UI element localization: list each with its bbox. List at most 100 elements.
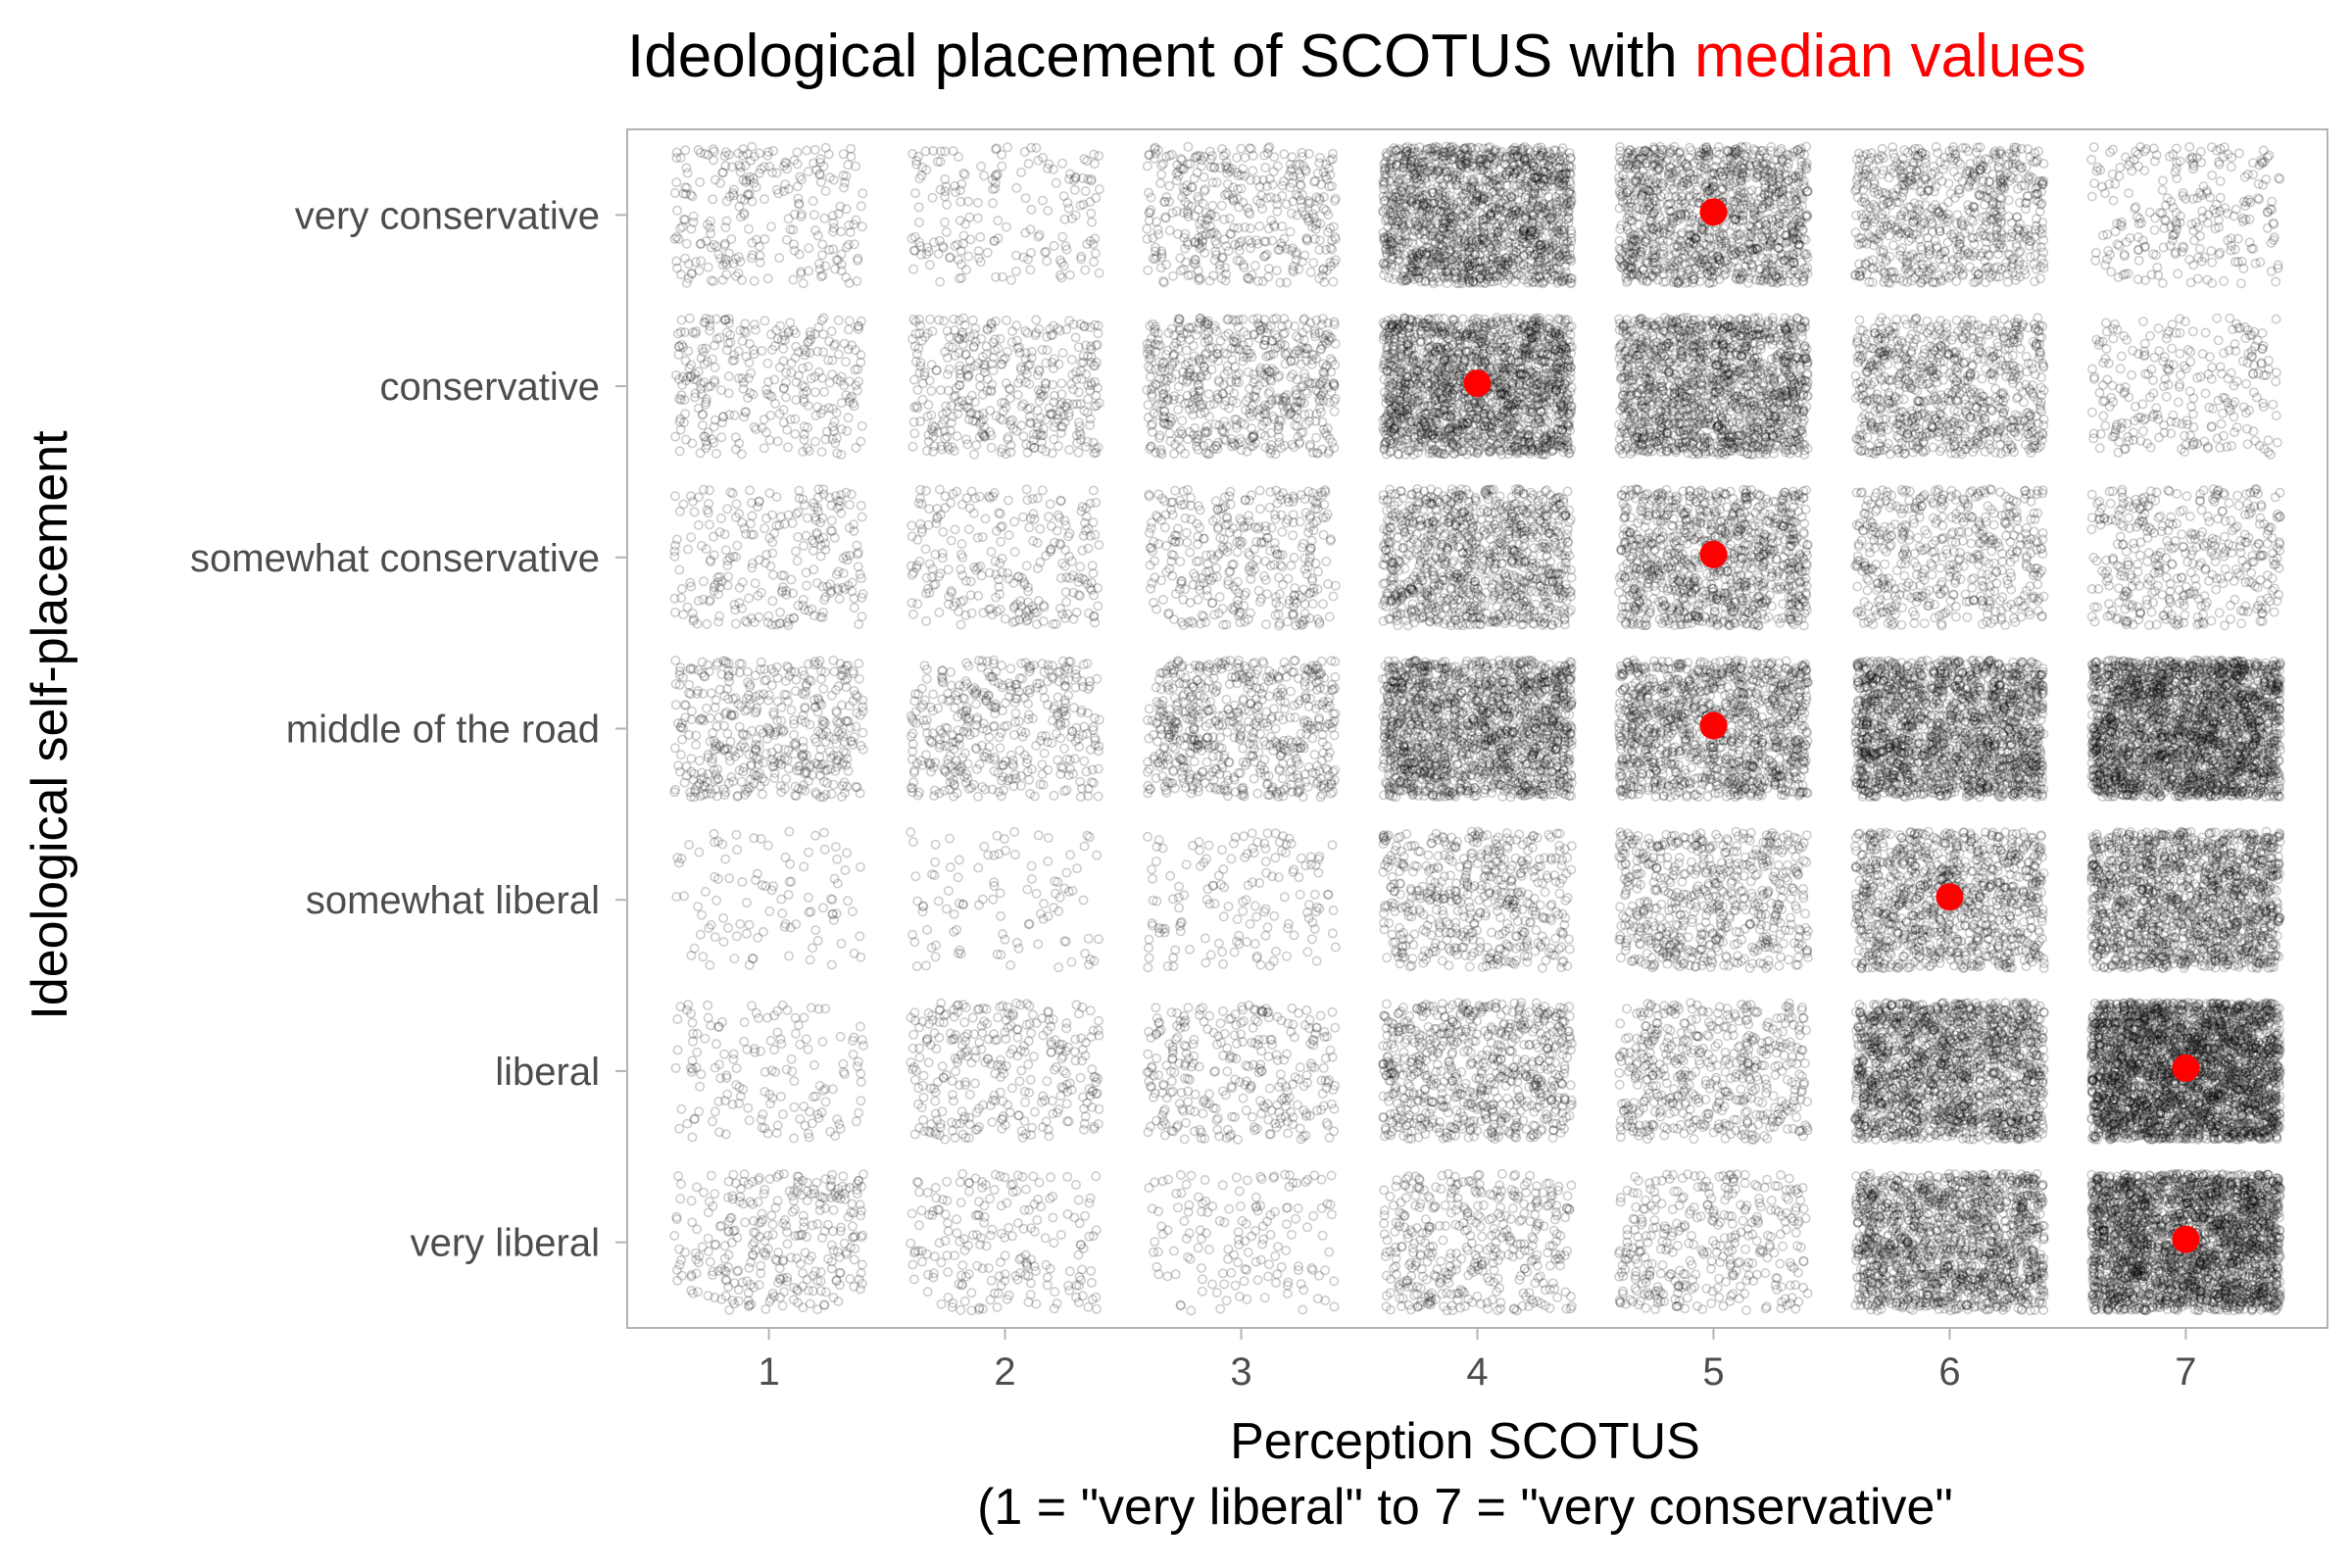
data-point bbox=[729, 1298, 740, 1309]
data-point bbox=[1706, 1298, 1717, 1309]
data-point bbox=[753, 1197, 763, 1207]
data-point bbox=[771, 1255, 782, 1266]
data-point bbox=[989, 1288, 1000, 1298]
data-point bbox=[1263, 1271, 1274, 1282]
data-point bbox=[1078, 1243, 1089, 1253]
data-point bbox=[797, 1229, 808, 1240]
data-point bbox=[1776, 1170, 1787, 1181]
data-point bbox=[748, 1199, 759, 1209]
data-point bbox=[1223, 1253, 1234, 1264]
data-point bbox=[795, 1258, 806, 1269]
data-point bbox=[928, 1272, 939, 1283]
data-point bbox=[1193, 1243, 1203, 1253]
data-point bbox=[691, 1182, 702, 1193]
data-point bbox=[858, 1230, 868, 1241]
data-point bbox=[725, 1213, 736, 1224]
data-point bbox=[1496, 1168, 1507, 1179]
data-point bbox=[1020, 1269, 1031, 1280]
data-point bbox=[1085, 1193, 1096, 1203]
data-point bbox=[856, 1205, 866, 1216]
data-point bbox=[1271, 1277, 1282, 1288]
data-point bbox=[846, 1207, 857, 1218]
data-point bbox=[1657, 1259, 1668, 1270]
data-point bbox=[850, 1244, 860, 1254]
data-point bbox=[954, 1279, 964, 1290]
data-point bbox=[1023, 1271, 1034, 1282]
data-point bbox=[716, 1294, 727, 1304]
data-point bbox=[782, 1227, 793, 1238]
data-point bbox=[710, 1293, 720, 1303]
data-point bbox=[856, 1268, 866, 1279]
data-point bbox=[1018, 1223, 1029, 1234]
data-point bbox=[758, 1214, 768, 1225]
data-point bbox=[952, 1214, 962, 1225]
data-point bbox=[797, 1190, 808, 1200]
data-point bbox=[1028, 1171, 1039, 1182]
data-point bbox=[710, 1189, 720, 1200]
data-point bbox=[686, 1269, 697, 1280]
data-point bbox=[1168, 1246, 1179, 1256]
data-point bbox=[1073, 1298, 1084, 1308]
data-point bbox=[753, 1175, 763, 1186]
data-point bbox=[708, 1200, 718, 1211]
chart-title-highlight: median values bbox=[1694, 23, 2086, 90]
data-point bbox=[792, 1177, 803, 1188]
data-point bbox=[856, 1232, 866, 1243]
data-point bbox=[1077, 1264, 1088, 1275]
data-point bbox=[1234, 1186, 1245, 1197]
data-point bbox=[909, 1248, 920, 1258]
point-cluster bbox=[1850, 1168, 2049, 1316]
data-point bbox=[1308, 1210, 1319, 1221]
data-point bbox=[1062, 1208, 1073, 1219]
data-point bbox=[857, 1181, 867, 1192]
data-point bbox=[940, 1209, 951, 1220]
data-point bbox=[688, 1288, 699, 1298]
data-point bbox=[1042, 1272, 1053, 1283]
data-point bbox=[723, 1262, 734, 1273]
data-point bbox=[676, 1254, 687, 1265]
data-point bbox=[825, 1182, 836, 1193]
data-point bbox=[853, 1176, 863, 1187]
data-point bbox=[718, 1265, 729, 1276]
data-point bbox=[819, 1299, 830, 1310]
data-point bbox=[1157, 1176, 1168, 1187]
data-point bbox=[723, 1282, 734, 1293]
data-point bbox=[708, 1266, 718, 1277]
data-point bbox=[1022, 1261, 1033, 1272]
data-point bbox=[848, 1232, 858, 1243]
point-cluster bbox=[1614, 1169, 1813, 1316]
data-point bbox=[1762, 1174, 1773, 1185]
data-point bbox=[1281, 1219, 1292, 1230]
data-point bbox=[692, 1287, 703, 1298]
data-point bbox=[1026, 1254, 1037, 1265]
data-point bbox=[855, 1200, 865, 1210]
data-point bbox=[727, 1194, 738, 1204]
data-point bbox=[692, 1224, 703, 1235]
data-point bbox=[1656, 1199, 1667, 1209]
data-point bbox=[1023, 1297, 1034, 1307]
data-point bbox=[798, 1268, 808, 1279]
data-point bbox=[1495, 1298, 1506, 1308]
data-point bbox=[679, 1247, 690, 1257]
data-point bbox=[1031, 1266, 1042, 1277]
data-point bbox=[834, 1280, 845, 1291]
data-point bbox=[956, 1279, 967, 1290]
data-point bbox=[856, 1210, 866, 1221]
data-point bbox=[1726, 1291, 1737, 1301]
data-point bbox=[787, 1206, 798, 1217]
data-point bbox=[1004, 1290, 1014, 1300]
data-point bbox=[849, 1281, 859, 1292]
data-point bbox=[743, 1296, 754, 1306]
data-point bbox=[686, 1271, 697, 1282]
data-point bbox=[1007, 1187, 1018, 1198]
data-point bbox=[756, 1260, 766, 1271]
data-point bbox=[826, 1240, 837, 1250]
data-point bbox=[1086, 1265, 1097, 1276]
data-point bbox=[976, 1233, 987, 1244]
data-point bbox=[802, 1186, 812, 1197]
data-point bbox=[729, 1225, 740, 1236]
data-point bbox=[1217, 1180, 1228, 1191]
data-point bbox=[1257, 1239, 1268, 1250]
data-point bbox=[1071, 1292, 1082, 1302]
data-point bbox=[956, 1270, 966, 1281]
